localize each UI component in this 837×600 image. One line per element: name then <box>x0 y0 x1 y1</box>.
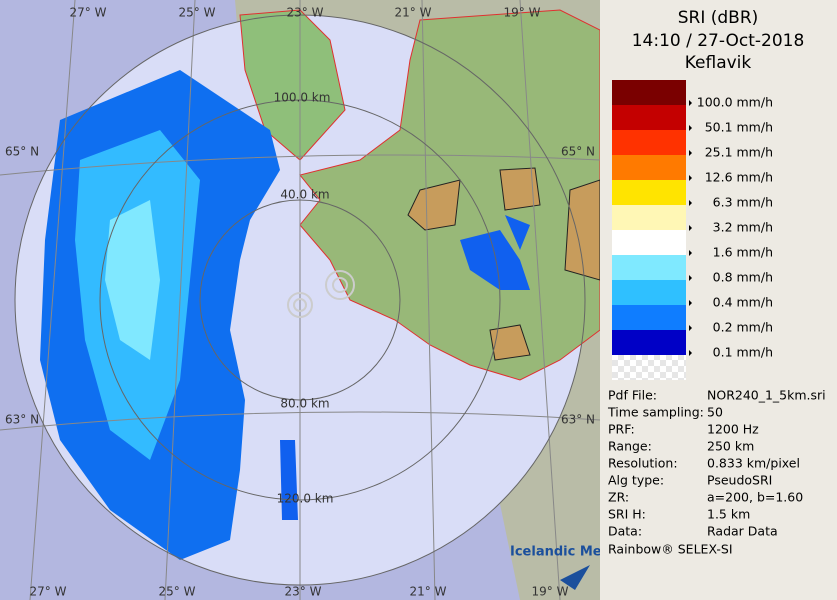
lat-label: 65° N <box>561 145 595 159</box>
info-value: 50 <box>707 405 723 420</box>
info-key: PRF: <box>608 422 635 437</box>
info-key: Range: <box>608 439 652 454</box>
info-key: SRI H: <box>608 507 646 522</box>
range-label: 120.0 km <box>277 492 334 506</box>
info-key: Alg type: <box>608 473 664 488</box>
legend-arrow <box>689 300 692 306</box>
legend-label: 0.4 mm/h <box>713 295 773 310</box>
lon-label: 25° W <box>159 585 196 599</box>
info-key: Data: <box>608 524 642 539</box>
info-value: 0.833 km/pixel <box>707 456 800 471</box>
range-label: 100.0 km <box>274 91 331 105</box>
info-value: 1.5 km <box>707 507 750 522</box>
legend-arrow <box>689 350 692 356</box>
legend-title: SRI (dBR) <box>678 8 759 28</box>
legend-label: 50.1 mm/h <box>705 120 773 135</box>
lon-label: 21° W <box>410 585 447 599</box>
glaciers <box>407 167 600 361</box>
lat-label: 63° N <box>561 413 595 427</box>
rain-heavy <box>105 200 160 360</box>
legend-label: 0.2 mm/h <box>713 320 773 335</box>
lon-label: 23° W <box>285 585 322 599</box>
legend-arrow <box>689 100 692 106</box>
legend-swatch <box>612 130 686 155</box>
lon-label: 19° W <box>504 6 541 20</box>
map: 27° W 25° W 23° W 21° W 19° W 27° W 25° W 23° W… <box>0 0 655 600</box>
legend-swatch <box>612 205 686 230</box>
lon-label: 27° W <box>70 6 107 20</box>
range-label: 40.0 km <box>280 188 329 202</box>
footer: Rainbow® SELEX-SI <box>608 542 733 557</box>
lon-label: 27° W <box>30 585 67 599</box>
legend: 100.0 mm/h 50.1 mm/h 25.1 mm/h 12.6 mm/h 6.3… <box>612 80 773 380</box>
logo-icon <box>560 565 590 590</box>
legend-swatch <box>612 230 686 255</box>
lon-label: 23° W <box>287 6 324 20</box>
legend-label: 6.3 mm/h <box>713 195 773 210</box>
legend-swatch <box>612 80 686 105</box>
lon-label: 21° W <box>395 6 432 20</box>
legend-label: 25.1 mm/h <box>705 145 773 160</box>
info-value: 1200 Hz <box>707 422 759 437</box>
logo: Icelandic Met Office <box>510 545 655 560</box>
legend-label: 1.6 mm/h <box>713 245 773 260</box>
legend-arrow <box>689 175 692 181</box>
legend-arrow <box>689 150 692 156</box>
legend-swatch <box>612 305 686 330</box>
lon-label: 19° W <box>532 585 569 599</box>
legend-label: 12.6 mm/h <box>705 170 773 185</box>
legend-swatch <box>612 355 686 380</box>
info-value: NOR240_1_5km.sri <box>707 388 826 403</box>
legend-arrow <box>689 250 692 256</box>
info-value: a=200, b=1.60 <box>707 490 803 505</box>
legend-arrow <box>689 325 692 331</box>
info-value: 250 km <box>707 439 754 454</box>
legend-label: 3.2 mm/h <box>713 220 773 235</box>
legend-label: 0.1 mm/h <box>713 345 773 360</box>
range-rings <box>14 14 586 586</box>
info-key: ZR: <box>608 490 629 505</box>
lat-label: 65° N <box>5 145 39 159</box>
legend-arrow <box>689 125 692 131</box>
info-key: Resolution: <box>608 456 678 471</box>
legend-swatch <box>612 180 686 205</box>
legend-time: 14:10 / 27-Oct-2018 <box>632 31 805 51</box>
info-value: Radar Data <box>707 524 778 539</box>
legend-swatch <box>612 255 686 280</box>
legend-swatch <box>612 280 686 305</box>
info-key: Pdf File: <box>608 388 657 403</box>
info-key: Time sampling: <box>607 405 704 420</box>
radar-sites <box>287 270 355 318</box>
lat-label: 63° N <box>5 413 39 427</box>
legend-arrow <box>689 275 692 281</box>
legend-label: 0.8 mm/h <box>713 270 773 285</box>
range-label: 80.0 km <box>280 397 329 411</box>
legend-site: Keflavik <box>685 53 752 73</box>
info-value: PseudoSRI <box>707 473 772 488</box>
legend-arrow <box>689 200 692 206</box>
map-labels: 27° W 25° W 23° W 21° W 19° W 27° W 25° W 23° W… <box>5 6 595 599</box>
legend-swatch <box>612 155 686 180</box>
legend-swatch <box>612 330 686 355</box>
legend-arrow <box>689 225 692 231</box>
lon-label: 25° W <box>179 6 216 20</box>
legend-swatch <box>612 105 686 130</box>
rain-cells <box>280 215 530 520</box>
legend-label: 100.0 mm/h <box>697 95 773 110</box>
